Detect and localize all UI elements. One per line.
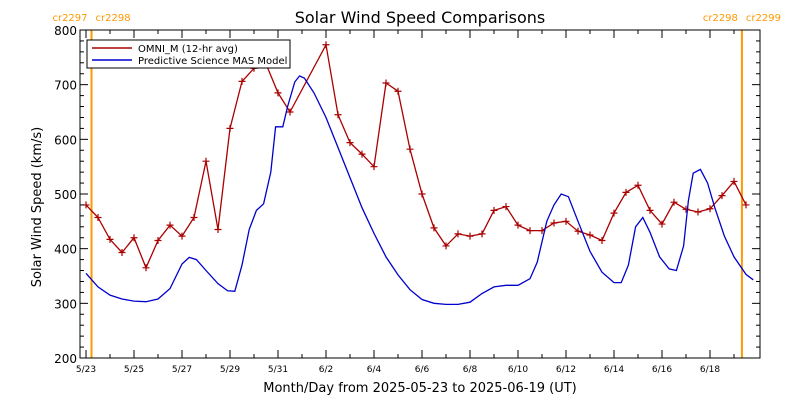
data-point xyxy=(658,220,666,228)
x-tick-label: 5/23 xyxy=(76,365,96,375)
data-point xyxy=(142,264,150,272)
data-point xyxy=(190,214,198,222)
carrington-markers xyxy=(90,30,743,358)
data-point xyxy=(430,224,438,232)
data-point xyxy=(670,198,678,206)
y-tick-label: 300 xyxy=(54,297,77,311)
y-tick-label: 200 xyxy=(54,352,77,366)
carrington-label-right: cr2299 xyxy=(746,13,781,24)
data-point xyxy=(226,124,234,132)
data-point xyxy=(694,208,702,216)
data-point xyxy=(274,89,282,97)
data-point xyxy=(382,79,390,87)
data-point xyxy=(334,111,342,119)
data-point xyxy=(586,231,594,239)
x-tick-label: 5/27 xyxy=(172,365,192,375)
carrington-label-right: cr2298 xyxy=(96,13,131,24)
data-point xyxy=(286,108,294,116)
data-point xyxy=(214,226,222,234)
data-point xyxy=(94,214,102,222)
data-point xyxy=(358,150,366,158)
series-lines xyxy=(82,41,754,306)
data-point xyxy=(742,201,750,209)
data-point xyxy=(106,235,114,243)
x-tick-label: 6/4 xyxy=(367,365,382,375)
data-point xyxy=(346,139,354,147)
data-point xyxy=(550,219,558,227)
legend-label: OMNI_M (12-hr avg) xyxy=(138,44,238,55)
x-tick-label: 5/25 xyxy=(124,365,144,375)
series-line-omni xyxy=(85,42,747,270)
x-tick-label: 5/29 xyxy=(220,365,240,375)
data-point xyxy=(454,230,462,238)
axes xyxy=(79,29,761,359)
carrington-label-left: cr2297 xyxy=(52,13,87,24)
y-tick-label: 600 xyxy=(54,133,77,147)
x-tick-label: 6/12 xyxy=(556,365,576,375)
data-point xyxy=(370,163,378,171)
tick-labels: cr2297 cr2298 cr2298 cr2299 200 300 400 500 600 7… xyxy=(52,13,781,375)
data-point xyxy=(526,227,534,235)
x-tick-label: 6/8 xyxy=(463,365,478,375)
x-tick-label: 5/31 xyxy=(268,365,288,375)
legend-label: Predictive Science MAS Model xyxy=(138,56,287,67)
data-point xyxy=(202,157,210,165)
data-point xyxy=(730,177,738,185)
data-point xyxy=(406,145,414,153)
legend: OMNI_M (12-hr avg)Predictive Science MAS… xyxy=(86,39,291,69)
series-line-mas-model xyxy=(85,75,754,306)
data-point xyxy=(574,227,582,235)
data-point xyxy=(322,41,330,49)
y-tick-label: 500 xyxy=(54,188,77,202)
x-tick-label: 6/18 xyxy=(700,365,720,375)
data-point xyxy=(646,206,654,214)
data-point xyxy=(502,203,510,211)
data-point xyxy=(490,206,498,214)
data-point xyxy=(418,190,426,198)
data-point xyxy=(478,230,486,238)
data-point xyxy=(598,236,606,244)
chart-title: Solar Wind Speed Comparisons xyxy=(295,8,546,27)
x-axis-label: Month/Day from 2025-05-23 to 2025-06-19 … xyxy=(263,381,576,396)
data-point xyxy=(238,77,246,85)
data-point xyxy=(718,192,726,200)
data-point xyxy=(634,181,642,189)
x-tick-label: 6/14 xyxy=(604,365,624,375)
data-point xyxy=(166,221,174,229)
data-point xyxy=(706,205,714,213)
data-point xyxy=(178,232,186,240)
data-point xyxy=(562,217,570,225)
y-tick-label: 700 xyxy=(54,79,77,93)
data-point xyxy=(682,205,690,213)
data-point xyxy=(622,188,630,196)
data-point xyxy=(466,232,474,240)
carrington-label-left: cr2298 xyxy=(703,13,738,24)
x-tick-label: 6/6 xyxy=(415,365,430,375)
x-tick-label: 6/2 xyxy=(319,365,333,375)
legend-box xyxy=(86,39,291,69)
y-axis-label: Solar Wind Speed (km/s) xyxy=(30,127,45,287)
x-tick-label: 6/16 xyxy=(652,365,672,375)
y-tick-label: 400 xyxy=(54,243,77,257)
data-point xyxy=(514,221,522,229)
x-tick-label: 6/10 xyxy=(508,365,528,375)
data-point xyxy=(442,242,450,250)
data-point xyxy=(154,236,162,244)
y-tick-label: 800 xyxy=(54,24,77,38)
data-point xyxy=(118,248,126,256)
data-point xyxy=(610,209,618,217)
data-point xyxy=(130,234,138,242)
data-point xyxy=(394,87,402,95)
